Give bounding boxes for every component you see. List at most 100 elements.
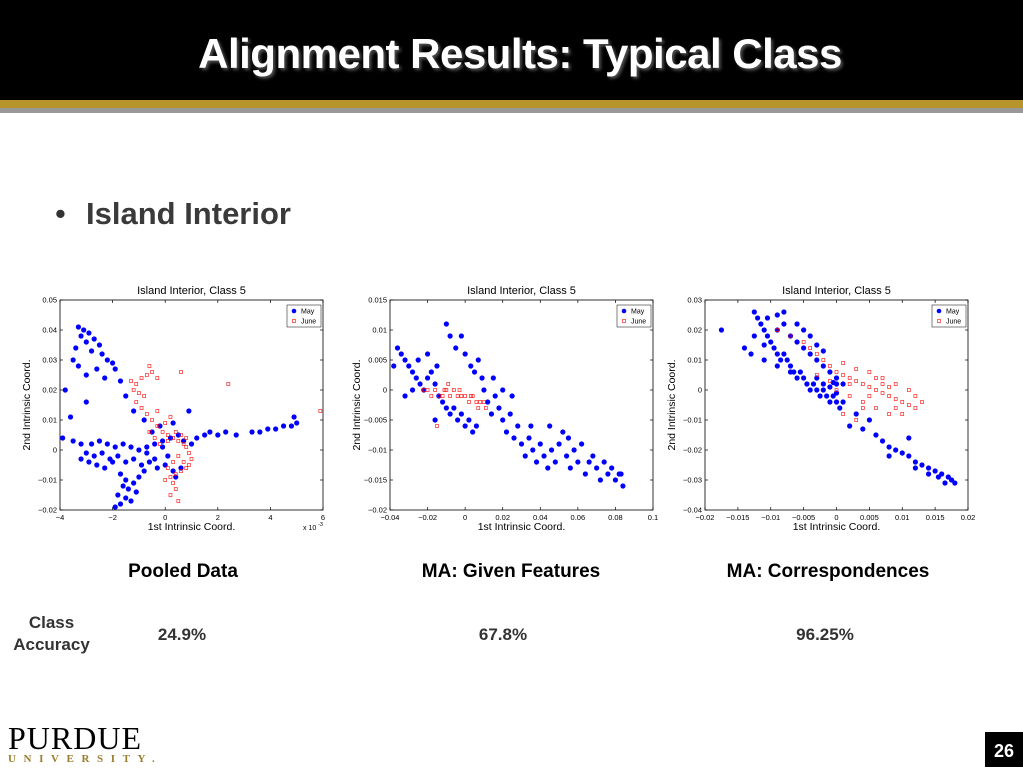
chart-2-point-may bbox=[820, 381, 826, 387]
chart-1-point-may bbox=[488, 411, 495, 417]
chart-2-point-june bbox=[861, 382, 865, 386]
chart-1-point-may bbox=[424, 375, 431, 381]
chart-2-point-june bbox=[821, 358, 826, 362]
class-accuracy-label-line2: Accuracy bbox=[13, 635, 90, 654]
chart-1-ytick-label: −0.005 bbox=[364, 416, 387, 425]
chart-0-point-june bbox=[318, 409, 323, 413]
chart-0-point-may bbox=[86, 459, 92, 465]
chart-1-point-may bbox=[490, 375, 496, 381]
chart-0-point-june bbox=[142, 394, 146, 398]
chart-0-axes-box bbox=[59, 299, 324, 511]
chart-0-point-june bbox=[184, 445, 189, 449]
chart-2-point-june bbox=[887, 412, 891, 416]
chart-0-point-may bbox=[117, 378, 124, 384]
chart-1-point-june bbox=[463, 394, 467, 398]
chart-1-point-may bbox=[618, 471, 624, 477]
chart-0-point-june bbox=[137, 391, 141, 395]
chart-2-xtick-label: 0.01 bbox=[895, 513, 910, 522]
chart-2-xlabel: 1st Intrinsic Coord. bbox=[793, 521, 881, 533]
chart-1-point-may bbox=[475, 357, 481, 363]
chart-1-point-june bbox=[425, 388, 430, 392]
chart-0-point-june bbox=[173, 472, 178, 476]
chart-2-point-may bbox=[774, 327, 780, 333]
chart-0-point-may bbox=[273, 426, 279, 432]
chart-0-point-june bbox=[147, 364, 152, 368]
chart-0-xtick-label: −4 bbox=[56, 513, 65, 522]
chart-2-point-may bbox=[952, 480, 958, 486]
chart-2-point-june bbox=[861, 400, 865, 404]
chart-2-point-june bbox=[874, 406, 878, 410]
chart-1-point-may bbox=[567, 465, 573, 471]
chart-2-point-may bbox=[758, 321, 764, 327]
chart-2-ytick-label: −0.02 bbox=[683, 446, 702, 455]
chart-1-point-may bbox=[443, 321, 449, 327]
chart-0-point-may bbox=[175, 432, 181, 438]
chart-2-point-may bbox=[824, 393, 830, 399]
chart-0-x-multiplier-exp: -3 bbox=[318, 522, 323, 528]
chart-2-point-may bbox=[942, 480, 948, 486]
logo-subtitle: UNIVERSITY. bbox=[8, 753, 163, 765]
chart-2-point-june bbox=[874, 376, 878, 380]
chart-2-point-may bbox=[755, 315, 761, 321]
chart-1-point-may bbox=[447, 411, 453, 417]
chart-0-point-may bbox=[188, 441, 195, 447]
chart-0-point-june bbox=[179, 370, 183, 374]
chart-2-xtick-label: −0.015 bbox=[726, 513, 749, 522]
chart-0-ytick-label: 0.01 bbox=[42, 416, 57, 425]
chart-2-ytick-label: 0.02 bbox=[687, 326, 702, 335]
chart-1-point-june bbox=[444, 388, 449, 392]
chart-2-ytick-label: −0.01 bbox=[683, 416, 702, 425]
chart-0-ytick-label: 0.02 bbox=[42, 386, 57, 395]
chart-2-point-may bbox=[797, 369, 803, 375]
chart-0-point-june bbox=[171, 460, 175, 464]
chart-1-point-june bbox=[433, 388, 437, 392]
chart-1-xtick-label: 0.02 bbox=[495, 513, 510, 522]
chart-2-point-may bbox=[787, 333, 794, 339]
chart-0-point-may bbox=[110, 360, 116, 366]
chart-1-point-may bbox=[560, 429, 566, 435]
chart-1-point-may bbox=[409, 387, 416, 393]
chart-2-ytick-label: −0.03 bbox=[683, 476, 702, 485]
chart-2-point-june bbox=[893, 406, 898, 410]
chart-2-point-june bbox=[893, 382, 898, 386]
chart-2-point-june bbox=[913, 394, 918, 398]
chart-1-point-may bbox=[518, 441, 525, 447]
chart-0-point-may bbox=[70, 438, 76, 444]
chart-1-xtick-label: 0.1 bbox=[648, 513, 658, 522]
chart-0-legend-marker-may bbox=[291, 308, 297, 314]
chart-0-point-may bbox=[112, 444, 118, 450]
chart-1-legend-marker-may bbox=[621, 308, 627, 314]
chart-0-point-june bbox=[181, 442, 186, 446]
chart-1-legend-label-may: May bbox=[631, 309, 645, 316]
logo-wordmark: PURDUE bbox=[8, 720, 143, 756]
chart-0-point-may bbox=[194, 435, 200, 441]
chart-2-point-may bbox=[886, 444, 892, 450]
chart-2-point-may bbox=[781, 321, 787, 327]
chart-2-point-may bbox=[827, 384, 833, 390]
chart-1-point-may bbox=[471, 369, 478, 375]
chart-1-point-may bbox=[571, 447, 577, 453]
chart-2-point-may bbox=[814, 375, 820, 381]
chart-2-point-may bbox=[764, 315, 771, 321]
chart-1-point-may bbox=[552, 459, 558, 465]
chart-1-xtick-label: 0.04 bbox=[533, 513, 548, 522]
chart-2-point-may bbox=[948, 477, 955, 483]
chart-1-point-june bbox=[422, 388, 426, 392]
chart-2-point-may bbox=[899, 450, 905, 456]
chart-0-point-may bbox=[202, 432, 208, 438]
chart-0-point-june bbox=[155, 409, 160, 413]
chart-2-point-may bbox=[807, 351, 813, 357]
chart-2-point-may bbox=[761, 357, 767, 363]
chart-1-point-may bbox=[415, 357, 421, 363]
chart-1-xlabel: 1st Intrinsic Coord. bbox=[478, 521, 566, 533]
chart-1-title: Island Interior, Class 5 bbox=[467, 285, 576, 297]
chart-2-point-june bbox=[854, 379, 859, 383]
chart-0-xtick-label: −2 bbox=[108, 513, 117, 522]
chart-2-point-may bbox=[741, 345, 748, 351]
chart-2-point-june bbox=[920, 400, 924, 404]
chart-2-point-may bbox=[774, 363, 780, 369]
chart-1-point-june bbox=[470, 394, 475, 398]
chart-2-point-may bbox=[787, 369, 794, 375]
chart-0-point-may bbox=[67, 414, 74, 420]
chart-2-xtick-label: −0.005 bbox=[792, 513, 815, 522]
